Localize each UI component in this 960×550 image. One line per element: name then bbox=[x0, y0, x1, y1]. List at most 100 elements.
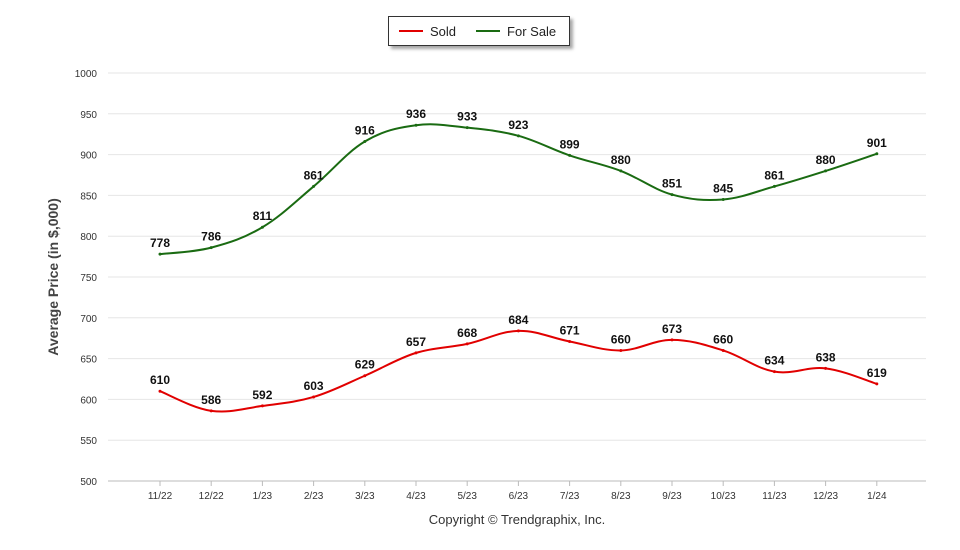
data-point-sold bbox=[824, 366, 828, 370]
data-point-sold bbox=[414, 351, 418, 355]
data-label-sold: 619 bbox=[867, 366, 887, 380]
data-point-sold bbox=[619, 348, 623, 352]
data-label-for-sale: 916 bbox=[355, 124, 375, 138]
data-point-sold bbox=[875, 382, 879, 386]
sold-swatch bbox=[399, 30, 423, 32]
y-tick-label: 800 bbox=[80, 232, 97, 243]
data-point-sold bbox=[670, 338, 674, 342]
x-tick-label: 7/23 bbox=[560, 491, 580, 502]
data-point-for-sale bbox=[619, 169, 623, 173]
x-tick-label: 4/23 bbox=[406, 491, 426, 502]
data-label-for-sale: 786 bbox=[201, 230, 221, 244]
y-tick-label: 1000 bbox=[75, 69, 98, 80]
data-label-sold: 673 bbox=[662, 322, 682, 336]
data-point-for-sale bbox=[312, 184, 316, 188]
x-tick-label: 1/23 bbox=[253, 491, 273, 502]
data-point-for-sale bbox=[158, 252, 162, 256]
data-point-sold bbox=[516, 329, 520, 333]
data-label-sold: 660 bbox=[713, 332, 733, 346]
data-point-sold bbox=[568, 339, 572, 343]
data-point-sold bbox=[260, 404, 264, 408]
data-label-sold: 629 bbox=[355, 358, 375, 372]
y-tick-label: 600 bbox=[80, 395, 97, 406]
x-tick-label: 6/23 bbox=[509, 491, 529, 502]
copyright-text: Copyright © Trendgraphix, Inc. bbox=[428, 512, 606, 527]
data-label-sold: 660 bbox=[611, 332, 631, 346]
data-label-for-sale: 851 bbox=[662, 177, 682, 191]
data-point-for-sale bbox=[363, 140, 367, 144]
data-label-for-sale: 880 bbox=[611, 153, 631, 167]
data-label-sold: 657 bbox=[406, 335, 426, 349]
data-label-sold: 684 bbox=[508, 313, 528, 327]
data-label-sold: 603 bbox=[304, 379, 324, 393]
data-label-for-sale: 923 bbox=[508, 118, 528, 132]
data-point-for-sale bbox=[516, 134, 520, 138]
data-point-for-sale bbox=[414, 123, 418, 127]
x-tick-label: 5/23 bbox=[457, 491, 477, 502]
data-point-for-sale bbox=[260, 225, 264, 229]
data-point-for-sale bbox=[824, 169, 828, 173]
data-label-for-sale: 861 bbox=[304, 168, 324, 182]
data-label-for-sale: 778 bbox=[150, 236, 170, 250]
data-label-sold: 634 bbox=[764, 354, 784, 368]
y-tick-label: 750 bbox=[80, 273, 97, 284]
for-sale-swatch bbox=[476, 30, 501, 32]
data-label-sold: 586 bbox=[201, 393, 221, 407]
data-label-for-sale: 880 bbox=[816, 153, 836, 167]
x-tick-label: 10/23 bbox=[711, 491, 736, 502]
data-label-sold: 668 bbox=[457, 326, 477, 340]
data-point-sold bbox=[721, 348, 725, 352]
y-tick-label: 550 bbox=[80, 436, 97, 447]
y-tick-label: 650 bbox=[80, 355, 97, 366]
y-tick-label: 500 bbox=[80, 477, 97, 488]
data-point-sold bbox=[465, 342, 469, 346]
legend-item-for-sale[interactable]: For Sale bbox=[476, 24, 556, 39]
data-point-sold bbox=[312, 395, 316, 399]
x-tick-label: 12/23 bbox=[813, 491, 838, 502]
data-point-sold bbox=[363, 374, 367, 378]
grid-lines bbox=[108, 72, 926, 482]
y-axis-ticks: 500 550 600 650 700 750 800 850 900 950 1000 bbox=[75, 69, 98, 488]
data-label-sold: 638 bbox=[816, 350, 836, 364]
data-label-for-sale: 811 bbox=[253, 209, 273, 223]
legend-item-sold[interactable]: Sold bbox=[399, 24, 456, 39]
y-axis-label: Average Price (in $,000) bbox=[45, 198, 61, 355]
data-point-for-sale bbox=[772, 184, 776, 188]
data-labels: 610 586 592 603 629 657 668 684 671 660 673 660 634 6… bbox=[150, 107, 887, 407]
data-point-sold bbox=[158, 389, 162, 393]
data-label-for-sale: 936 bbox=[406, 107, 426, 121]
data-label-for-sale: 861 bbox=[764, 168, 784, 182]
data-label-for-sale: 899 bbox=[560, 137, 580, 151]
data-point-for-sale bbox=[670, 193, 674, 197]
x-tick-label: 11/23 bbox=[762, 491, 787, 502]
y-tick-label: 850 bbox=[80, 191, 97, 202]
legend: Sold For Sale bbox=[388, 16, 570, 46]
data-point-for-sale bbox=[875, 152, 879, 156]
x-tick-label: 2/23 bbox=[304, 491, 324, 502]
series-lines bbox=[158, 123, 879, 413]
data-point-for-sale bbox=[568, 153, 572, 157]
x-tick-label: 1/24 bbox=[867, 491, 887, 502]
y-tick-label: 900 bbox=[80, 151, 97, 162]
data-label-sold: 610 bbox=[150, 373, 170, 387]
x-axis-ticks: 11/22 12/22 1/23 2/23 3/23 4/23 5/23 6/23 7/23 8/… bbox=[148, 481, 887, 502]
y-tick-label: 700 bbox=[80, 314, 97, 325]
legend-label-sold: Sold bbox=[430, 23, 457, 39]
data-point-for-sale bbox=[465, 126, 469, 130]
x-tick-label: 11/22 bbox=[148, 491, 173, 502]
x-tick-label: 12/22 bbox=[199, 491, 224, 502]
data-label-for-sale: 901 bbox=[867, 136, 887, 150]
series-line-for-sale bbox=[159, 123, 878, 256]
data-point-for-sale bbox=[721, 197, 725, 201]
data-point-for-sale bbox=[209, 246, 213, 250]
legend-label-for-sale: For Sale bbox=[507, 23, 557, 39]
data-label-for-sale: 933 bbox=[457, 110, 477, 124]
data-point-sold bbox=[772, 370, 776, 374]
data-point-sold bbox=[209, 409, 213, 413]
data-label-sold: 592 bbox=[252, 388, 272, 402]
x-tick-label: 9/23 bbox=[662, 491, 682, 502]
x-tick-label: 3/23 bbox=[355, 491, 375, 502]
data-label-sold: 671 bbox=[560, 323, 580, 337]
y-tick-label: 950 bbox=[80, 110, 97, 121]
